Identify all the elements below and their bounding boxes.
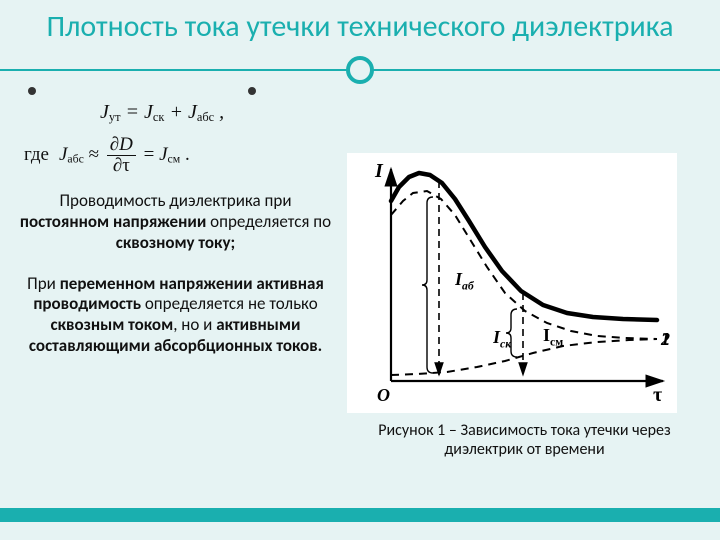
bullet-icon (248, 87, 256, 95)
svg-text:2: 2 (660, 329, 670, 349)
right-column: 12IабIскIсмOIτ Рисунок 1 – Зависимость т… (347, 135, 702, 459)
content-area: где Jабс ≈ ∂D∂τ = Jсм . Проводимость диэ… (0, 131, 720, 459)
svg-text:I: I (374, 160, 384, 182)
leakage-current-chart: 12IабIскIсмOIτ (347, 153, 677, 413)
bullet-row (22, 87, 720, 95)
chart-svg: 12IабIскIсмOIτ (347, 153, 677, 413)
svg-text:τ: τ (653, 384, 662, 406)
footer-accent-bar (0, 508, 720, 522)
formula-main: Jут = Jск + Jабс , (0, 101, 720, 125)
paragraph-2: При переменном напряжении активная прово… (18, 274, 333, 357)
paragraph-1: Проводимость диэлектрика при постоянном … (18, 191, 333, 253)
title-divider (0, 51, 720, 87)
bullet-icon (28, 87, 36, 95)
left-column: где Jабс ≈ ∂D∂τ = Jсм . Проводимость диэ… (18, 135, 333, 459)
formula-where-label: где (24, 144, 49, 166)
figure-caption: Рисунок 1 – Зависимость тока утечки чере… (347, 421, 702, 459)
divider-circle-icon (346, 56, 374, 84)
formula-secondary: где Jабс ≈ ∂D∂τ = Jсм . (18, 135, 333, 176)
page-title: Плотность тока утечки технического диэле… (0, 0, 720, 49)
formula-secondary-expr: Jабс ≈ ∂D∂τ = Jсм . (59, 135, 190, 176)
